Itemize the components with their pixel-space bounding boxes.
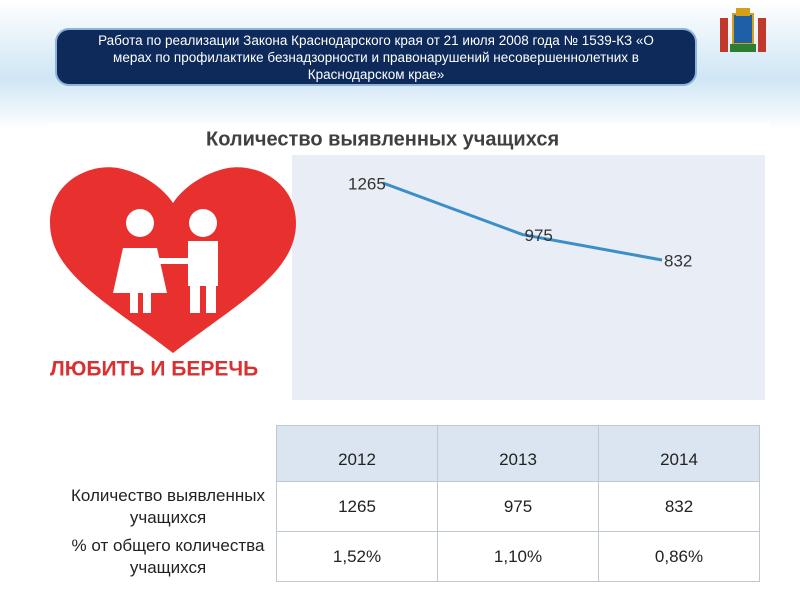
corner: [60, 426, 277, 482]
cell: 975: [437, 481, 599, 532]
image-caption: ЛЮБИТЬ И БЕРЕЧЬ: [50, 358, 258, 381]
chart: Количество выявленных учащихся ЛЮБИТЬ И …: [48, 123, 770, 403]
cell: 1,10%: [437, 531, 599, 582]
line: [382, 181, 663, 262]
plot-area: [292, 155, 765, 400]
header-title: Работа по реализации Закона Краснодарско…: [98, 32, 654, 82]
column-header: 2014: [598, 425, 760, 482]
coat-of-arms: [720, 8, 766, 52]
row-label: % от общего количества учащихся: [71, 535, 265, 577]
children-icon: [113, 209, 218, 313]
data-table: 2012 2013 2014 Количество выявленных уча…: [60, 425, 760, 582]
cell: 1,52%: [276, 531, 438, 582]
data-label: 975: [525, 226, 553, 245]
column-header: 2012: [276, 425, 438, 482]
header: Работа по реализации Закона Краснодарско…: [55, 28, 697, 86]
cell: 0,86%: [598, 531, 760, 582]
data-label: 832: [664, 251, 692, 270]
cell: 1265: [276, 481, 438, 532]
cell: 832: [598, 481, 760, 532]
column-header: 2013: [437, 425, 599, 482]
row-label: Количество выявленных учащихся: [71, 485, 265, 527]
chart-title: Количество выявленных учащихся: [206, 128, 559, 150]
data-label: 1265: [348, 174, 386, 193]
